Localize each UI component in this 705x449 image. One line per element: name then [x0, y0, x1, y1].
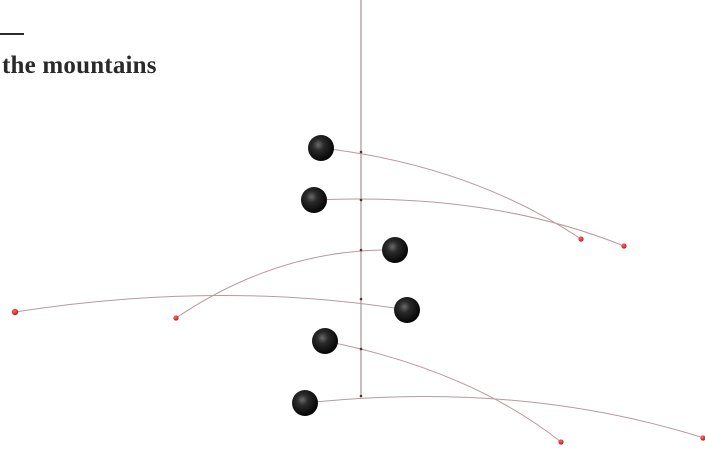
- counterweight-dot: [11, 308, 19, 316]
- joint-dot: [359, 198, 363, 202]
- counterweight-dot: [173, 315, 179, 321]
- black-sphere: [292, 390, 318, 416]
- arm-rod-5: [324, 340, 562, 443]
- arm-rod-2: [313, 198, 625, 247]
- joint-dot: [359, 150, 363, 154]
- black-sphere: [394, 297, 420, 323]
- arm-rod-4: [14, 295, 408, 313]
- page-title: the mountains: [2, 52, 157, 79]
- arm-rod-1: [320, 147, 582, 240]
- heading-rule: [0, 33, 24, 35]
- joint-dot: [359, 248, 363, 252]
- joint-dot: [359, 394, 363, 398]
- counterweight-dot: [558, 439, 564, 445]
- black-sphere: [301, 187, 327, 213]
- counterweight-dot: [578, 236, 584, 242]
- joint-dot: [359, 347, 363, 351]
- black-sphere: [382, 237, 408, 263]
- counterweight-dot: [621, 243, 627, 249]
- counterweight-dot: [700, 435, 705, 441]
- arm-rod-6: [304, 395, 705, 439]
- black-sphere: [312, 328, 338, 354]
- black-sphere: [308, 135, 334, 161]
- arm-rod-3: [175, 249, 396, 319]
- joint-dot: [359, 297, 363, 301]
